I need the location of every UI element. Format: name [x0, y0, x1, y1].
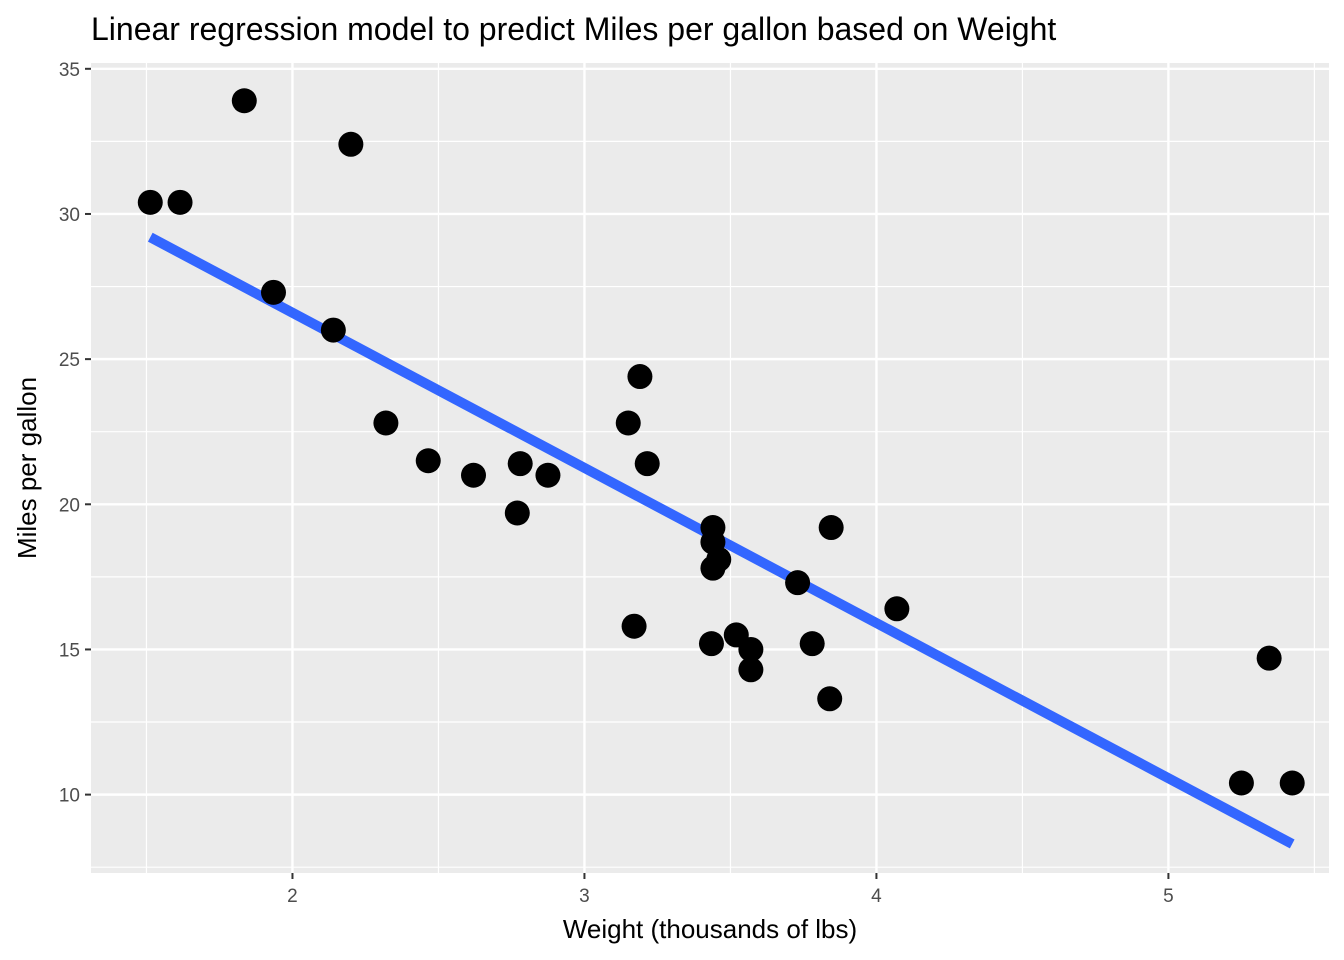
x-tick-label: 2 [287, 886, 298, 907]
y-axis-title: Miles per gallon [12, 377, 42, 559]
chart-title: Linear regression model to predict Miles… [91, 11, 1056, 47]
data-point [415, 448, 441, 474]
y-axis-ticks: 10 15 20 25 30 35 [59, 60, 91, 807]
data-point [338, 131, 364, 157]
x-axis-title: Weight (thousands of lbs) [563, 914, 857, 944]
y-tick-label: 15 [59, 640, 80, 661]
y-tick-label: 10 [59, 786, 80, 807]
y-tick-label: 30 [59, 205, 80, 226]
data-point [231, 88, 257, 114]
y-tick-label: 25 [59, 350, 80, 371]
x-axis-ticks: 2 3 4 5 [287, 873, 1174, 907]
data-point [738, 636, 764, 662]
data-points [137, 88, 1305, 796]
data-point [504, 500, 530, 526]
data-point [818, 515, 844, 541]
x-tick-label: 3 [579, 886, 590, 907]
y-tick-label: 20 [59, 495, 80, 516]
data-point [627, 364, 653, 390]
data-point [621, 613, 647, 639]
data-point [634, 451, 660, 477]
data-point [507, 451, 533, 477]
data-point [373, 410, 399, 436]
data-point [1279, 770, 1305, 796]
x-tick-label: 4 [871, 886, 882, 907]
data-point [884, 596, 910, 622]
data-point [1256, 645, 1282, 671]
data-point [817, 686, 843, 712]
minor-gridlines [91, 63, 1329, 873]
data-point [137, 189, 163, 215]
data-point [260, 279, 286, 305]
data-point [1228, 770, 1254, 796]
y-tick-label: 35 [59, 60, 80, 81]
data-point [706, 546, 732, 572]
data-point [320, 317, 346, 343]
data-point [615, 410, 641, 436]
data-point [460, 462, 486, 488]
data-point [738, 657, 764, 683]
data-point [698, 631, 724, 657]
data-point [799, 631, 825, 657]
x-tick-label: 5 [1163, 886, 1174, 907]
plot-panel [91, 63, 1329, 873]
data-point [700, 515, 726, 541]
data-point [535, 462, 561, 488]
data-point [785, 570, 811, 596]
data-point [167, 189, 193, 215]
